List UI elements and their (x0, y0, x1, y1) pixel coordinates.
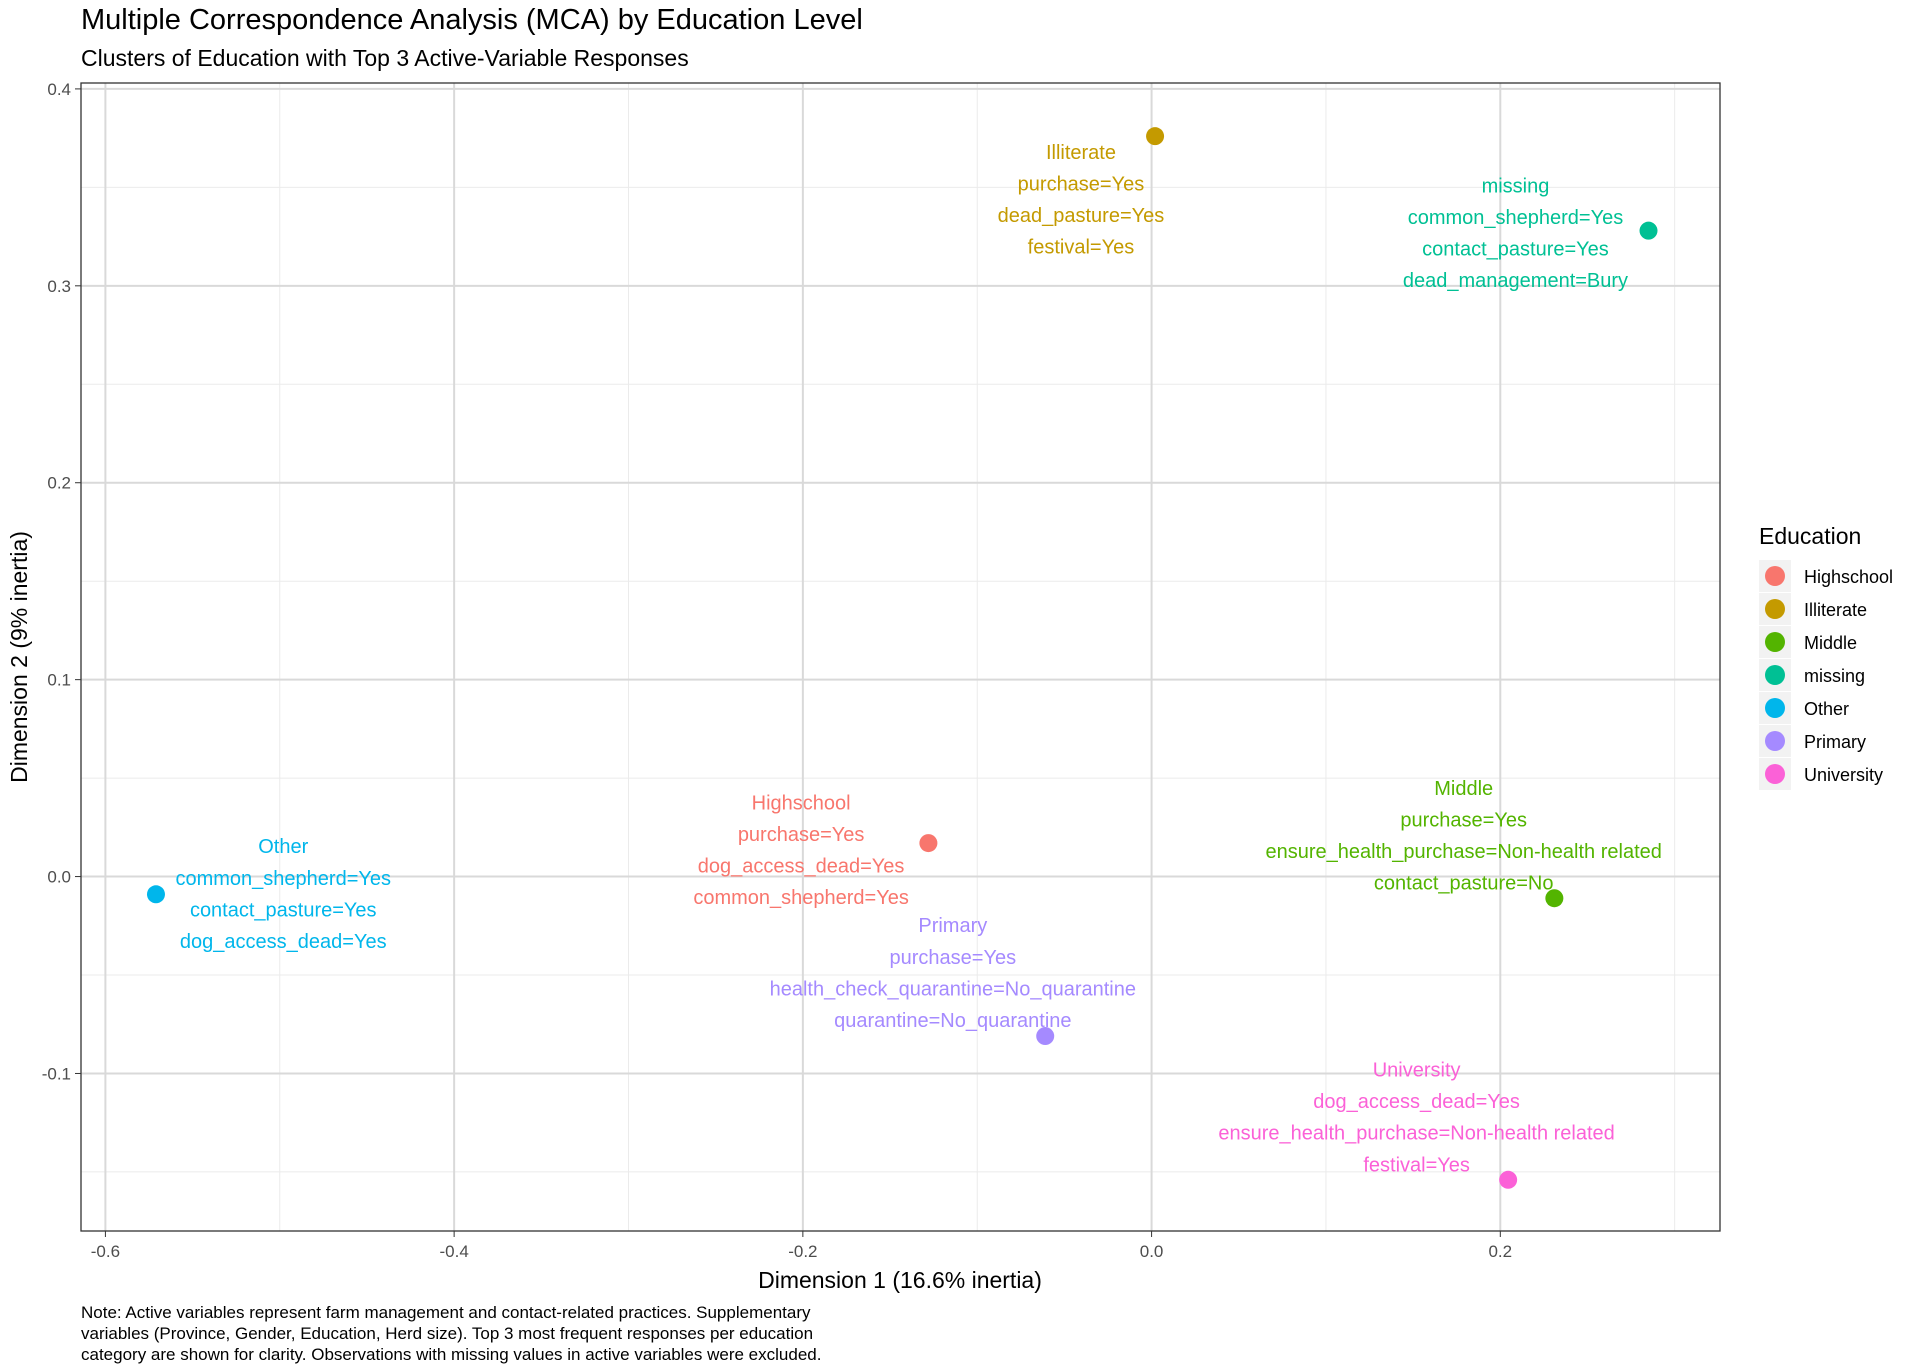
legend-label: Other (1804, 699, 1849, 719)
x-axis-title: Dimension 1 (16.6% inertia) (758, 1267, 1042, 1293)
point-label-primary: purchase=Yes (890, 947, 1017, 969)
chart-title: Multiple Correspondence Analysis (MCA) b… (81, 4, 863, 36)
y-tick-label: 0.1 (47, 671, 71, 690)
note: Note: Active variables represent farm ma… (81, 1303, 821, 1364)
legend-key-other (1765, 698, 1785, 718)
point-label-primary: quarantine=No_quarantine (834, 1010, 1071, 1032)
axis-ticks: -0.6 -0.4 -0.2 0.0 0.2 -0.1 0.0 0.1 0.2 0.3 0.4 (42, 80, 1512, 1261)
legend: Education Highschool Illiterate Middle miss… (1759, 523, 1893, 790)
point-label-middle: ensure_health_purchase=Non-health relate… (1265, 841, 1661, 863)
point-label-university: dog_access_dead=Yes (1313, 1091, 1520, 1113)
legend-key-university (1765, 764, 1785, 784)
legend-title: Education (1759, 523, 1861, 549)
point-label-highschool: purchase=Yes (738, 824, 865, 846)
y-tick-label: 0.2 (47, 474, 71, 493)
point-label-missing: missing (1482, 175, 1550, 197)
point-label-middle: contact_pasture=No (1374, 873, 1554, 895)
legend-label: missing (1804, 666, 1865, 686)
point-label-illiterate: festival=Yes (1028, 237, 1135, 259)
point-label-missing: common_shepherd=Yes (1408, 207, 1624, 229)
x-tick-label: -0.2 (788, 1242, 817, 1261)
point-other (146, 885, 165, 904)
y-axis-title: Dimension 2 (9% inertia) (6, 531, 32, 783)
point-label-primary: Primary (918, 915, 987, 937)
x-tick-label: 0.2 (1488, 1242, 1512, 1261)
points (146, 127, 1658, 1189)
note-line: category are shown for clarity. Observat… (81, 1345, 821, 1364)
point-label-middle: Middle (1434, 778, 1493, 800)
legend-label: Highschool (1804, 567, 1893, 587)
y-tick-label: 0.3 (47, 277, 71, 296)
point-label-university: University (1373, 1060, 1461, 1082)
x-tick-label: -0.6 (91, 1242, 120, 1261)
point-label-other: common_shepherd=Yes (175, 868, 391, 890)
point-label-other: contact_pasture=Yes (190, 899, 377, 921)
note-line: variables (Province, Gender, Education, … (81, 1324, 813, 1343)
y-tick-label: 0.4 (47, 80, 71, 99)
point-label-university: ensure_health_purchase=Non-health relate… (1218, 1123, 1614, 1145)
grid (81, 83, 1720, 1231)
legend-label: University (1804, 765, 1883, 785)
point-university (1499, 1170, 1518, 1189)
point-primary (1036, 1027, 1055, 1046)
x-tick-label: -0.4 (439, 1242, 468, 1261)
point-label-highschool: dog_access_dead=Yes (698, 856, 905, 878)
legend-key-primary (1765, 731, 1785, 751)
legend-label: Illiterate (1804, 600, 1867, 620)
point-label-university: festival=Yes (1363, 1154, 1470, 1176)
point-label-highschool: Highschool (752, 792, 851, 814)
point-missing (1639, 221, 1658, 240)
legend-key-highschool (1765, 566, 1785, 586)
plot-panel-border (80, 82, 1721, 1232)
point-label-other: Other (258, 836, 308, 858)
point-label-primary: health_check_quarantine=No_quarantine (770, 978, 1136, 1000)
point-label-missing: dead_management=Bury (1403, 270, 1628, 292)
point-middle (1545, 889, 1564, 908)
point-label-illiterate: dead_pasture=Yes (998, 205, 1165, 227)
legend-label: Middle (1804, 633, 1857, 653)
point-labels: Highschool purchase=Yes dog_access_dead=Ye… (175, 142, 1661, 1176)
legend-key-illiterate (1765, 599, 1785, 619)
point-label-illiterate: purchase=Yes (1018, 174, 1145, 196)
point-highschool (919, 834, 938, 853)
y-tick-label: -0.1 (42, 1064, 71, 1083)
x-tick-label: 0.0 (1140, 1242, 1164, 1261)
point-illiterate (1146, 127, 1165, 146)
point-label-other: dog_access_dead=Yes (180, 931, 387, 953)
chart-subtitle: Clusters of Education with Top 3 Active-… (81, 45, 689, 71)
legend-key-middle (1765, 632, 1785, 652)
y-tick-label: 0.0 (47, 868, 71, 887)
point-label-missing: contact_pasture=Yes (1422, 239, 1609, 261)
point-label-middle: purchase=Yes (1400, 810, 1527, 832)
legend-label: Primary (1804, 732, 1866, 752)
note-line: Note: Active variables represent farm ma… (81, 1303, 811, 1322)
point-label-highschool: common_shepherd=Yes (693, 887, 909, 909)
legend-key-missing (1765, 665, 1785, 685)
point-label-illiterate: Illiterate (1046, 142, 1116, 164)
